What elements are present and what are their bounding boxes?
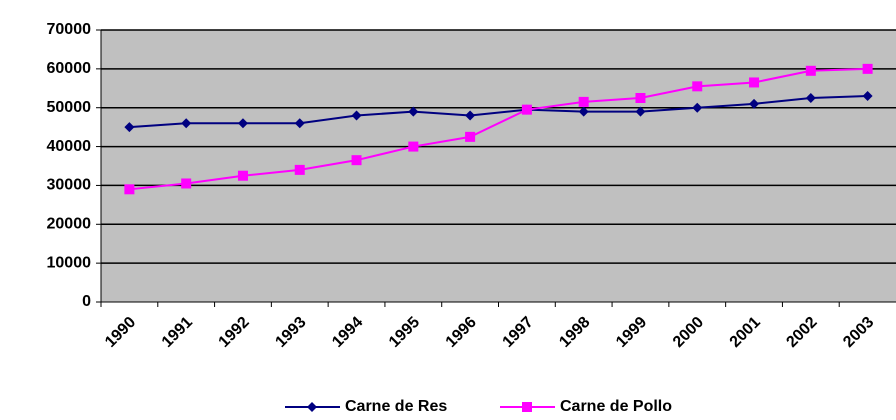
marker — [351, 155, 362, 166]
x-tick-label: 1993 — [272, 314, 309, 351]
y-tick-label: 50000 — [47, 99, 92, 116]
marker — [692, 102, 703, 113]
x-tick-label: 1992 — [216, 314, 253, 351]
x-tick-label: 1995 — [386, 314, 423, 351]
x-tick-label: 2003 — [840, 314, 877, 351]
marker — [408, 106, 419, 117]
marker — [237, 170, 248, 181]
y-tick-label: 60000 — [47, 60, 92, 77]
legend-label: Carne de Pollo — [560, 398, 672, 415]
marker — [351, 110, 362, 121]
plot-area — [101, 30, 896, 302]
marker — [578, 96, 589, 107]
marker — [635, 93, 646, 103]
series-line — [129, 95, 868, 129]
marker — [862, 91, 873, 102]
marker — [307, 402, 317, 412]
marker — [805, 93, 816, 103]
y-tick-label: 70000 — [47, 21, 92, 38]
marker — [237, 118, 248, 129]
marker — [635, 106, 646, 117]
x-tick-label: 2002 — [783, 314, 820, 351]
marker — [522, 402, 532, 412]
marker — [578, 106, 589, 117]
marker — [124, 184, 135, 195]
x-tick-label: 1996 — [443, 314, 480, 351]
y-tick-label: 10000 — [47, 254, 92, 271]
marker — [749, 77, 760, 88]
x-tick-label: 1999 — [613, 314, 650, 351]
x-tick-label: 1998 — [556, 314, 593, 351]
marker — [749, 98, 760, 109]
x-tick-label: 2000 — [670, 314, 707, 351]
marker — [124, 122, 135, 133]
marker — [692, 81, 703, 92]
marker — [521, 104, 532, 115]
marker — [465, 110, 476, 121]
x-tick-label: 1994 — [329, 314, 366, 351]
legend-label: Carne de Res — [345, 398, 447, 415]
marker — [805, 65, 816, 76]
x-tick-label: 1991 — [159, 314, 196, 351]
marker — [465, 131, 476, 142]
marker — [408, 141, 419, 152]
series-line — [129, 67, 868, 191]
x-tick-label: 1997 — [500, 314, 537, 351]
marker — [181, 178, 192, 189]
y-tick-label: 20000 — [47, 216, 92, 233]
marker — [294, 164, 305, 175]
x-tick-label: 1990 — [102, 314, 139, 351]
marker — [181, 118, 192, 129]
x-tick-label: 2001 — [727, 314, 764, 351]
y-tick-label: 40000 — [47, 138, 92, 155]
y-tick-label: 30000 — [47, 177, 92, 194]
y-tick-label: 0 — [82, 293, 91, 310]
marker — [294, 118, 305, 129]
marker — [862, 63, 873, 74]
